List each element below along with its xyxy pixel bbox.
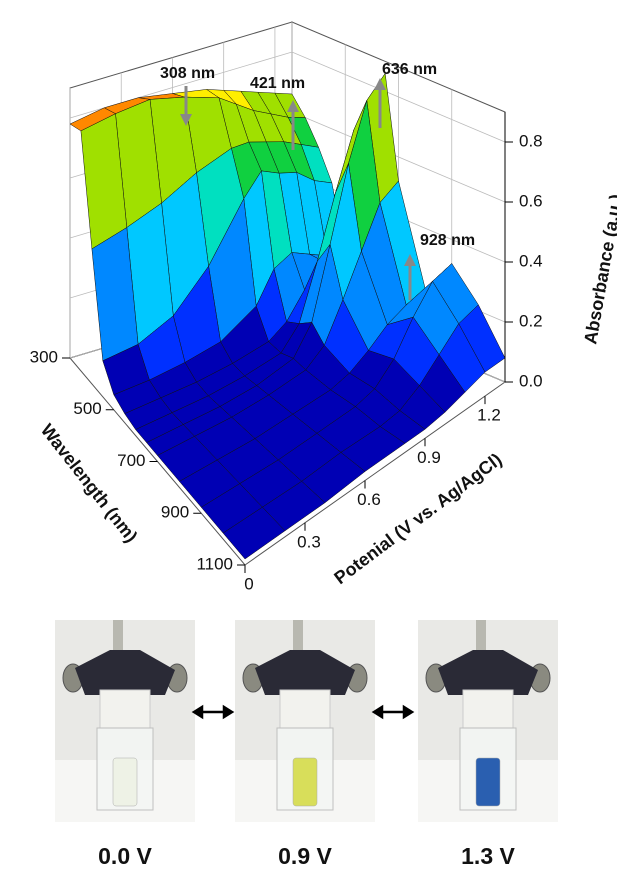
arrow-head [180,114,192,126]
clamp [438,650,538,695]
cap [462,689,514,729]
arrow-head [191,704,204,720]
electrode-liquid [112,757,138,807]
cap [99,689,151,729]
y-tick-label: 0.6 [357,490,381,509]
arrow-head [374,78,386,90]
photo-caption: 0.0 V [98,843,152,869]
z-axis-title: Absorbance (a.u.) [580,193,617,346]
arrow-head [371,704,384,720]
cap [279,689,331,729]
annotations: 308 nm 421 nm 636 nm 928 nm [160,61,475,300]
photo: 0.0 V [55,620,195,869]
annotation: 636 nm [382,61,437,78]
electrode-liquid [475,757,501,807]
electrode-liquid [292,757,318,807]
z-tick-label: 0.0 [519,371,543,390]
clamp [75,650,175,695]
y-tick-label: 0.9 [417,448,441,467]
arrow-head [402,704,415,720]
x-axis-title: Wavelength (nm) [37,420,142,546]
annotation: 308 nm [160,65,215,82]
z-tick-label: 0.2 [519,311,543,330]
clamp-rod [476,620,486,660]
y-tick-label: 0 [244,574,253,593]
annotation: 421 nm [250,75,305,92]
annotation: 928 nm [420,232,475,249]
double-arrows [191,704,415,720]
surface-cell [222,506,286,560]
photo: 1.3 V [418,620,558,869]
photo-caption: 1.3 V [461,843,515,869]
clamp-rod [113,620,123,660]
arrow-head [287,100,299,112]
arrow-head [404,254,416,266]
clamp [255,650,355,695]
y-tick-label: 0.3 [297,532,321,551]
photo: 0.9 V [235,620,375,869]
z-tick-label: 0.8 [519,131,543,150]
photo-row: 0.0 V 0.9 V 1.3 V [55,620,558,869]
x-tick-label: 500 [73,399,101,418]
x-tick-label: 700 [117,451,145,470]
arrow-head [222,704,235,720]
x-tick-label: 300 [30,347,58,366]
y-tick-label: 1.2 [477,406,501,425]
x-tick-label: 1100 [196,554,233,573]
z-tick-label: 0.4 [519,251,543,270]
photo-caption: 0.9 V [278,843,332,869]
z-tick-label: 0.6 [519,191,543,210]
clamp-rod [293,620,303,660]
x-tick-label: 900 [161,503,189,522]
surface-plot: 300 500 700 900 1100 0 0.3 0.6 0.9 1.2 0.0 0.2 0.4 0.… [30,21,617,593]
